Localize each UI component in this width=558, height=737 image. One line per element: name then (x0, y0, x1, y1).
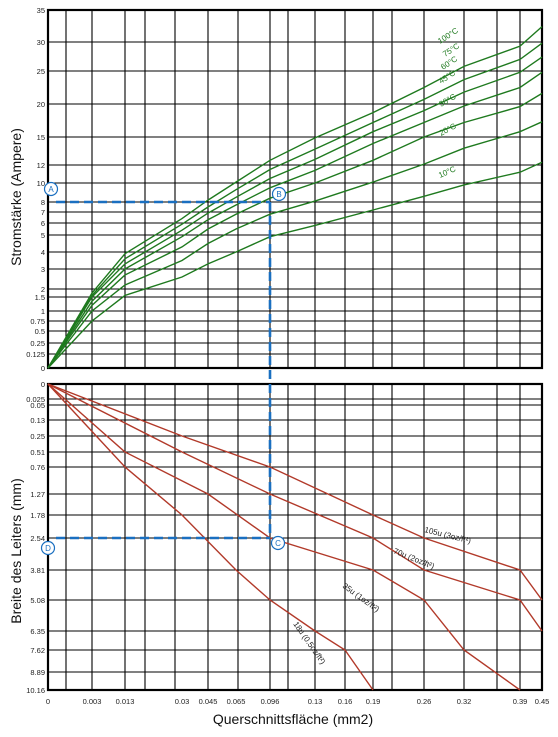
temp-curve (47, 121, 543, 369)
marker-d-label: D (45, 544, 51, 553)
x-tick-label: 0.26 (417, 697, 432, 706)
top-y-tick-label: 3 (41, 265, 45, 274)
bottom-y-tick-label: 0.13 (30, 416, 45, 425)
bottom-y-tick-label: 0.025 (26, 395, 45, 404)
x-tick-label: 0.19 (366, 697, 381, 706)
temp-curve (47, 71, 543, 369)
x-tick-label: 0.045 (199, 697, 218, 706)
thickness-curve (47, 383, 543, 601)
top-panel-grid (46, 8, 544, 370)
top-y-tick-label: 8 (41, 198, 45, 207)
guide-lines (56, 200, 272, 540)
x-tick-label: 0.32 (457, 697, 472, 706)
bottom-y-tick-label: 2.54 (30, 534, 45, 543)
marker-c-circle (270, 535, 286, 551)
bottom-y-tick-label: 0.25 (30, 432, 45, 441)
bottom-y-tick-label: 1.27 (30, 490, 45, 499)
top-y-tick-label: 0 (41, 364, 45, 373)
top-y-tick-label: 35 (37, 6, 45, 15)
bottom-y-tick-label: 1.78 (30, 511, 45, 520)
bottom-y-tick-label: 6.35 (30, 627, 45, 636)
temp-curve (47, 92, 543, 369)
bottom-y-tick-label: 0.05 (30, 401, 45, 410)
temp-curve (47, 42, 543, 369)
marker-b-circle (271, 186, 287, 202)
marker-b-label: B (276, 190, 281, 199)
top-y-tick-label: 0.25 (30, 339, 45, 348)
top-panel-frame (46, 8, 544, 370)
x-tick-label: 0.39 (513, 697, 528, 706)
thickness-curve (47, 383, 543, 632)
top-y-tick-label: 7 (41, 208, 45, 217)
bottom-y-tick-label: 0.76 (30, 463, 45, 472)
tick-labels: 35 30 25 20 15 12 10 87 6 5 4 3 21.5 10.750.5 0.25 0.12… (26, 6, 549, 706)
top-y-tick-label: 4 (41, 248, 45, 257)
thickness-curve (47, 383, 374, 691)
top-y-tick-label: 10 (37, 179, 45, 188)
top-panel-curves (47, 26, 543, 369)
marker-a-circle (43, 181, 59, 197)
x-axis-title: Querschnittsfläche (mm2) (213, 711, 373, 727)
bottom-panel-curves (47, 383, 543, 691)
top-y-tick-label: 0.5 (35, 327, 45, 336)
point-markers: A B C D (40, 181, 287, 556)
top-y-tick-label: 25 (37, 67, 45, 76)
bottom-y-tick-label: 8.89 (30, 668, 45, 677)
top-y-tick-label: 1.5 (35, 293, 45, 302)
top-y-tick-label: 2 (41, 285, 45, 294)
x-tick-label: 0.065 (227, 697, 246, 706)
x-tick-label: 0.003 (83, 697, 102, 706)
bottom-y-tick-label: 10.16 (26, 686, 45, 695)
marker-c-label: C (275, 539, 281, 548)
top-y-tick-label: 6 (41, 219, 45, 228)
x-tick-label: 0.03 (175, 697, 190, 706)
top-y-tick-label: 20 (37, 100, 45, 109)
top-y-tick-label: 0.125 (26, 350, 45, 359)
top-y-tick-label: 0.75 (30, 317, 45, 326)
top-y-tick-label: 5 (41, 231, 45, 240)
top-y-tick-label: 12 (37, 161, 45, 170)
bottom-y-tick-label: 3.81 (30, 566, 45, 575)
bottom-y-tick-label: 7.62 (30, 646, 45, 655)
x-tick-label: 0.13 (308, 697, 323, 706)
x-tick-label: 0.45 (535, 697, 550, 706)
top-y-tick-label: 15 (37, 133, 45, 142)
x-tick-label: 0 (46, 697, 50, 706)
top-y-tick-label: 1 (41, 307, 45, 316)
bottom-y-tick-label: 0.51 (30, 448, 45, 457)
temp-curve (47, 26, 543, 369)
x-tick-label: 0.16 (338, 697, 353, 706)
marker-d-circle (40, 540, 56, 556)
thickness-curve (47, 383, 521, 691)
bottom-y-tick-label: 0 (41, 380, 45, 389)
y-axis-title-bottom: Breite des Leiters (mm) (8, 478, 24, 623)
x-tick-label: 0.096 (261, 697, 280, 706)
marker-a-label: A (48, 185, 54, 194)
temp-curve (47, 56, 543, 369)
y-axis-title-top: Stromstärke (Ampere) (8, 128, 24, 266)
bottom-y-tick-label: 5.08 (30, 596, 45, 605)
top-y-tick-label: 30 (37, 38, 45, 47)
x-tick-label: 0.013 (116, 697, 135, 706)
